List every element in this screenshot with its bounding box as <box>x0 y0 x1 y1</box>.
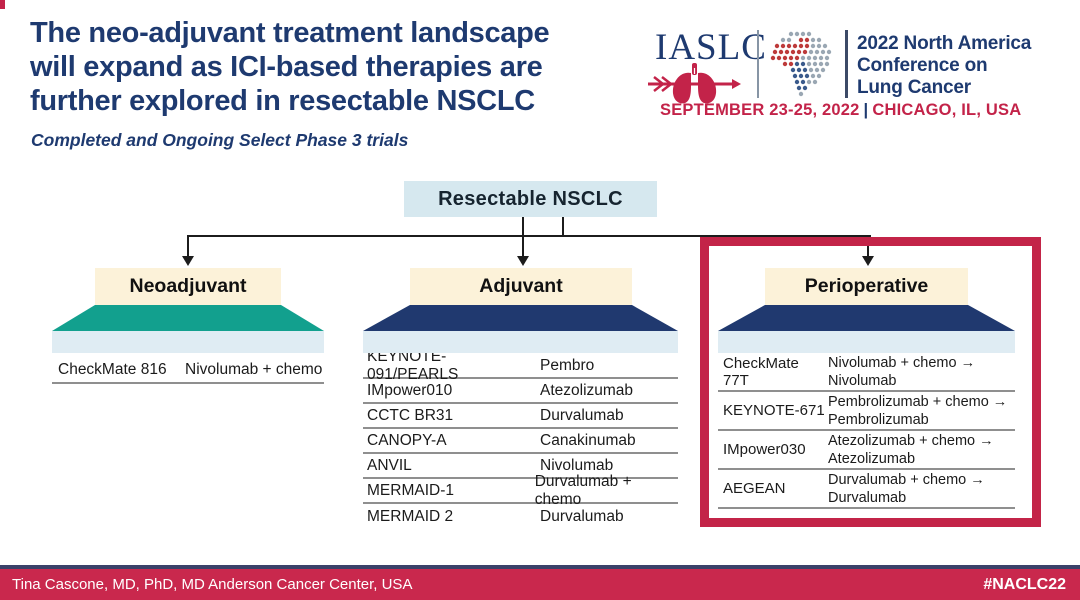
arrow-down-icon <box>862 256 874 266</box>
shelf-neoadjuvant <box>52 331 324 353</box>
conference-title-line: 2022 North America <box>857 33 1032 54</box>
branch-header-perioperative: Perioperative <box>765 268 968 305</box>
presenter-credit: Tina Cascone, MD, PhD, MD Anderson Cance… <box>12 576 413 593</box>
trial-regimen: Durvalumab + chemo → Durvalumab <box>828 471 985 506</box>
corner-accent-mark <box>0 0 5 9</box>
trial-row: CANOPY-A Canakinumab <box>363 429 678 454</box>
conference-title-line: Conference on <box>857 55 988 76</box>
trial-regimen: Atezolizumab + chemo → Atezolizumab <box>828 432 994 467</box>
trial-name: CCTC BR31 <box>367 406 454 424</box>
trial-row: AEGEAN Durvalumab + chemo → Durvalumab <box>718 470 1015 509</box>
conference-date-location: SEPTEMBER 23-25, 2022 | CHICAGO, IL, USA <box>660 101 1021 120</box>
conference-title: 2022 North America Conference on Lung Ca… <box>857 33 1031 99</box>
arrow-down-icon <box>517 256 529 266</box>
trial-name: CANOPY-A <box>367 431 447 449</box>
connector-line <box>867 235 869 257</box>
connector-line <box>562 217 564 235</box>
perioperative-trials-table: CheckMate 77T Nivolumab + chemo → Nivolu… <box>718 353 1015 509</box>
trial-regimen: Nivolumab + chemo <box>185 361 323 378</box>
branch-header-adjuvant: Adjuvant <box>410 268 632 305</box>
trial-row: MERMAID-1 Durvalumab + chemo <box>363 473 678 508</box>
trial-row: IMpower010 Atezolizumab <box>363 379 678 404</box>
logo-divider <box>757 30 759 98</box>
platform-neoadjuvant <box>52 305 324 331</box>
adjuvant-trials-table: KEYNOTE- 091/PEARLS Pembro IMpower010 At… <box>363 348 678 529</box>
trial-name: CheckMate 77T <box>723 354 799 389</box>
footer-accent-line <box>0 565 1080 569</box>
trial-regimen: Nivolumab <box>540 456 614 474</box>
trial-name: CheckMate 816 <box>58 361 167 378</box>
trial-name: IMpower030 <box>723 441 806 458</box>
trial-regimen: Durvalumab <box>540 507 624 525</box>
conference-title-line: Lung Cancer <box>857 77 971 98</box>
shelf-adjuvant <box>363 331 678 353</box>
trial-row: IMpower030 Atezolizumab + chemo → Atezol… <box>718 431 1015 470</box>
platform-perioperative <box>718 305 1015 331</box>
lungs-icon <box>648 63 741 104</box>
separator: | <box>863 101 869 119</box>
arrow-down-icon <box>182 256 194 266</box>
trial-name: KEYNOTE-671 <box>723 402 825 419</box>
title-line: further explored in resectable NSCLC <box>30 85 535 117</box>
footer-bar: Tina Cascone, MD, PhD, MD Anderson Cance… <box>0 569 1080 600</box>
branch-header-neoadjuvant: Neoadjuvant <box>95 268 281 305</box>
title-line: will expand as ICI-based therapies are <box>30 51 543 83</box>
trial-regimen: Canakinumab <box>540 431 636 449</box>
trial-name: AEGEAN <box>723 480 786 497</box>
logo-divider <box>845 30 848 98</box>
trial-regimen: Atezolizumab <box>540 381 634 399</box>
iaslc-wordmark: IASLC <box>655 27 767 68</box>
page-title: The neo-adjuvant treatment landscape wil… <box>30 16 550 118</box>
perioperative-highlight-frame <box>700 237 1041 527</box>
conference-hashtag: #NACLC22 <box>983 575 1066 593</box>
trial-row: KEYNOTE- 091/PEARLS Pembro <box>363 348 678 383</box>
trial-regimen: Durvalumab <box>540 406 624 424</box>
trial-row: ANVIL Nivolumab <box>363 454 678 479</box>
conference-date: SEPTEMBER 23-25, 2022 <box>660 101 860 119</box>
trial-row: CCTC BR31 Durvalumab <box>363 404 678 429</box>
trial-row: KEYNOTE-671 Pembrolizumab + chemo → Pemb… <box>718 392 1015 431</box>
globe-icon <box>770 31 832 97</box>
trial-name: MERMAID 2 <box>367 507 454 525</box>
platform-adjuvant <box>363 305 678 331</box>
subtitle: Completed and Ongoing Select Phase 3 tri… <box>31 130 409 150</box>
trial-regimen: Pembro <box>540 356 595 374</box>
connector-line <box>187 235 189 257</box>
trial-row: MERMAID 2 Durvalumab <box>363 504 678 529</box>
connector-line <box>522 235 524 257</box>
trial-row: CheckMate 816 Nivolumab + chemo <box>52 358 324 384</box>
title-line: The neo-adjuvant treatment landscape <box>30 17 550 49</box>
trial-name: MERMAID-1 <box>367 481 454 499</box>
trial-row: CheckMate 77T Nivolumab + chemo → Nivolu… <box>718 353 1015 392</box>
connector-line <box>522 217 524 235</box>
conference-location: CHICAGO, IL, USA <box>872 101 1022 119</box>
trial-regimen: Pembrolizumab + chemo → Pembrolizumab <box>828 393 1008 428</box>
connector-line <box>187 235 871 237</box>
trial-name: ANVIL <box>367 456 412 474</box>
trial-regimen: Nivolumab + chemo → Nivolumab <box>828 354 976 389</box>
trial-name: IMpower010 <box>367 381 453 399</box>
shelf-perioperative <box>718 331 1015 353</box>
trial-regimen: Durvalumab + chemo <box>534 472 632 508</box>
root-node: Resectable NSCLC <box>404 181 657 217</box>
